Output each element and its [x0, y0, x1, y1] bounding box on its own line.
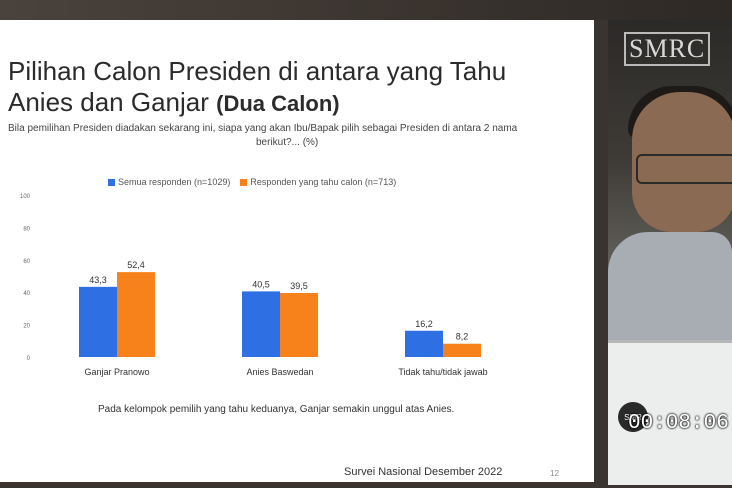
- bar-aware-0: [117, 272, 155, 357]
- bar-chart: 0 20 40 60 80 100 43,3 52,4 Ganjar Pranowo 40,5 39…: [20, 194, 488, 377]
- legend-swatch-orange: [240, 178, 248, 186]
- bar-all-0: [79, 286, 117, 357]
- data-label: 16,2: [415, 319, 433, 329]
- title-line-1: Pilihan Calon Presiden di antara yang Ta…: [8, 56, 507, 86]
- question-line-2: berikut?... (%): [256, 137, 319, 148]
- category-label: Ganjar Pranowo: [84, 367, 149, 377]
- presentation-slide: Pilihan Calon Presiden di antara yang Ta…: [0, 20, 594, 482]
- y-tick-label: 20: [23, 324, 30, 330]
- speaker-jacket: [608, 232, 732, 352]
- legend-label-all-respondents: Semua responden (n=1029): [118, 177, 231, 187]
- legend-item-all-respondents: Semua responden (n=1029): [108, 177, 230, 187]
- bar-all-1: [242, 291, 280, 357]
- page-number: 12: [550, 469, 559, 478]
- data-label: 52,4: [127, 260, 145, 270]
- y-tick-label: 100: [20, 194, 31, 200]
- video-background: [0, 0, 732, 20]
- chart-legend: Semua responden (n=1029) Responden yang …: [108, 177, 396, 187]
- y-tick-label: 0: [27, 356, 31, 362]
- data-label: 39,5: [290, 281, 308, 291]
- slide-footer: Survei Nasional Desember 2022: [344, 466, 503, 478]
- stream-timer: 00:08:06: [628, 412, 729, 435]
- legend-swatch-blue: [108, 178, 115, 186]
- question-line-1: Bila pemilihan Presiden diadakan sekaran…: [8, 123, 518, 134]
- title-line-2-plain: Anies dan Ganjar: [8, 87, 217, 117]
- data-label: 43,3: [89, 275, 107, 285]
- survey-question: Bila pemilihan Presiden diadakan sekaran…: [8, 122, 588, 150]
- bar-aware-1: [280, 293, 318, 357]
- bar-all-2: [405, 330, 443, 357]
- slide-title: Pilihan Calon Presiden di antara yang Ta…: [8, 56, 506, 119]
- title-line-2: Anies dan Ganjar (Dua Calon): [8, 87, 506, 119]
- data-label: 8,2: [456, 332, 469, 342]
- y-tick-label: 60: [23, 259, 30, 265]
- legend-item-aware-respondents: Responden yang tahu calon (n=713): [240, 177, 396, 187]
- data-label: 40,5: [252, 279, 270, 289]
- speaker-face: [632, 92, 732, 232]
- legend-label-aware-respondents: Responden yang tahu calon (n=713): [250, 177, 397, 187]
- chart-note: Pada kelompok pemilih yang tahu keduanya…: [98, 404, 455, 415]
- speaker-glasses: [636, 154, 732, 184]
- smrc-logo: SMRC: [624, 32, 711, 66]
- category-label: Anies Baswedan: [246, 367, 313, 377]
- category-label: Tidak tahu/tidak jawab: [398, 367, 487, 377]
- bar-aware-2: [443, 343, 481, 357]
- title-line-2-bold: (Dua Calon): [216, 91, 340, 116]
- y-tick-label: 40: [23, 291, 30, 297]
- watermark-logo: SMR: [618, 402, 648, 432]
- y-tick-label: 80: [23, 226, 30, 232]
